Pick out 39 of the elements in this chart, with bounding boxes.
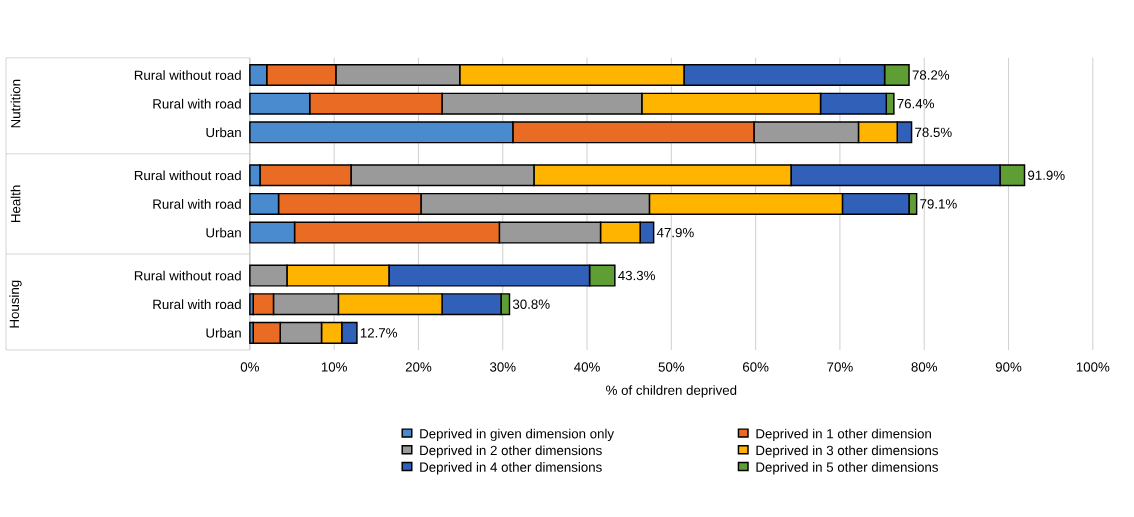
y-tick-label: Urban bbox=[206, 327, 241, 338]
x-tick-label: 0% bbox=[240, 362, 260, 372]
total-label: 43.3% bbox=[618, 270, 655, 281]
x-tick-label: 100% bbox=[1076, 362, 1110, 372]
x-tick-label: 10% bbox=[321, 362, 347, 372]
y-tick-label: Urban bbox=[206, 227, 241, 238]
x-tick-label: 90% bbox=[995, 362, 1022, 372]
legend-label: Deprived in 3 other dimensions bbox=[756, 445, 938, 458]
legend-label: Deprived in 4 other dimensions bbox=[420, 462, 602, 475]
y-tick-label: Rural with road bbox=[153, 98, 241, 109]
x-tick-label: 50% bbox=[658, 362, 685, 372]
total-label: 12.7% bbox=[360, 328, 398, 338]
y-tick-label: Rural with road bbox=[153, 299, 241, 310]
total-label: 78.2% bbox=[912, 70, 950, 80]
y-tick-label: Rural without road bbox=[134, 70, 241, 80]
y-tick-label: Rural without road bbox=[134, 170, 241, 181]
legend-label: Deprived in given dimension only bbox=[420, 428, 615, 441]
total-label: 91.9% bbox=[1028, 170, 1065, 180]
x-tick-label: 80% bbox=[911, 362, 938, 372]
text: Housing bbox=[9, 280, 22, 328]
x-axis-title: % of children deprived bbox=[606, 385, 737, 398]
x-tick-label: 20% bbox=[405, 362, 432, 372]
x-tick-label: 70% bbox=[827, 362, 853, 372]
y-tick-label: Rural with road bbox=[153, 199, 241, 209]
legend-label: Deprived in 2 other dimensions bbox=[420, 445, 602, 458]
total-label: 76.4% bbox=[897, 98, 934, 109]
total-label: 78.5% bbox=[915, 127, 952, 137]
y-tick-label: Rural without road bbox=[134, 270, 241, 281]
legend-label: Deprived in 5 other dimensions bbox=[756, 462, 938, 475]
x-tick-label: 60% bbox=[743, 362, 769, 372]
total-label: 79.1% bbox=[920, 199, 957, 209]
x-tick-label: 40% bbox=[574, 362, 600, 372]
text: Nutrition bbox=[10, 79, 21, 128]
x-tick-label: 30% bbox=[489, 362, 516, 372]
total-label: 30.8% bbox=[512, 299, 550, 309]
total-label: 47.9% bbox=[656, 227, 694, 238]
y-tick-label: Urban bbox=[206, 127, 241, 138]
text: Health bbox=[10, 185, 21, 222]
legend-label: Deprived in 1 other dimension bbox=[756, 428, 931, 441]
